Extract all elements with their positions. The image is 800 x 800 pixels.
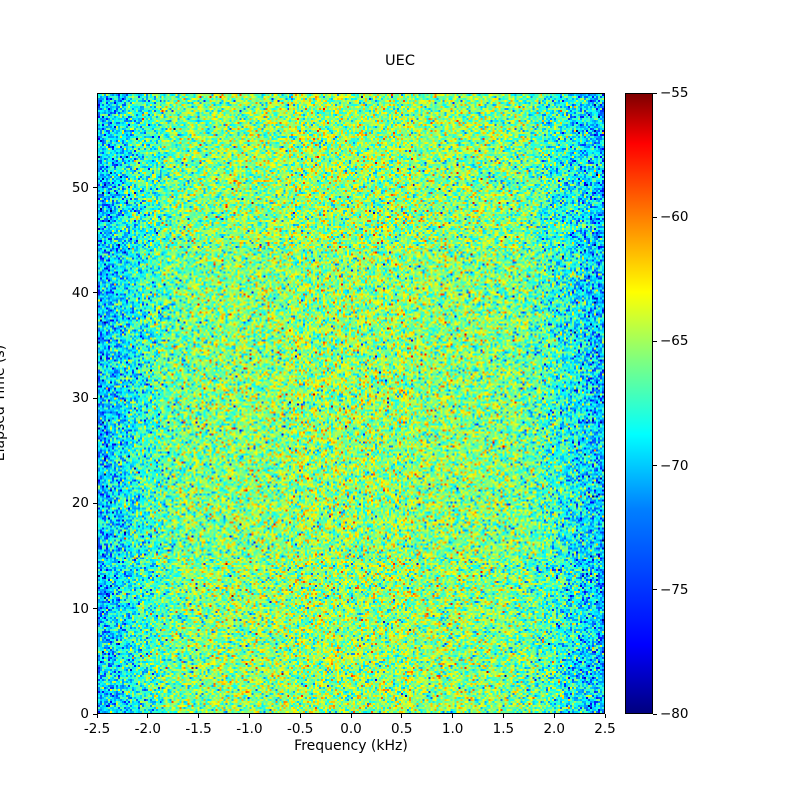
colorbar-tick-label: −75 bbox=[660, 581, 689, 598]
y-tick-mark bbox=[93, 713, 97, 715]
x-tick-mark bbox=[96, 714, 98, 718]
y-tick-mark bbox=[93, 397, 97, 399]
y-tick-mark bbox=[93, 608, 97, 610]
y-tick-mark bbox=[93, 502, 97, 504]
colorbar-tick-label: −60 bbox=[660, 209, 689, 226]
x-tick-label: 1.0 bbox=[441, 721, 464, 737]
colorbar-tick-label: −65 bbox=[660, 333, 689, 350]
x-tick-label: -1.0 bbox=[236, 721, 263, 737]
y-tick-label: 30 bbox=[71, 390, 89, 407]
colorbar-tick-mark bbox=[653, 713, 657, 715]
x-tick-mark bbox=[604, 714, 606, 718]
colorbar-tick-label: −80 bbox=[660, 706, 689, 722]
colorbar-tick-label: −70 bbox=[660, 457, 689, 474]
x-tick-mark bbox=[198, 714, 200, 718]
x-tick-label: 0.5 bbox=[391, 721, 413, 737]
colorbar-tick-label: −55 bbox=[660, 85, 689, 101]
spectrogram-image bbox=[98, 94, 604, 713]
colorbar-tick-mark bbox=[653, 589, 657, 591]
x-tick-label: 2.5 bbox=[594, 721, 616, 737]
colorbar-gradient bbox=[626, 94, 652, 713]
x-tick-label: 1.5 bbox=[492, 721, 515, 737]
x-axis-label: Frequency (kHz) bbox=[294, 738, 408, 754]
x-tick-label: -2.5 bbox=[83, 721, 111, 737]
x-tick-label: -2.0 bbox=[134, 721, 161, 737]
y-tick-label: 0 bbox=[80, 706, 89, 722]
colorbar-tick-mark bbox=[653, 340, 657, 342]
y-tick-label: 50 bbox=[71, 179, 89, 196]
y-tick-mark bbox=[93, 292, 97, 294]
spectrogram-plot bbox=[97, 93, 605, 714]
x-tick-mark bbox=[502, 714, 504, 718]
y-tick-label: 10 bbox=[71, 600, 89, 617]
x-tick-label: -1.5 bbox=[185, 721, 212, 737]
x-tick-label: 0.0 bbox=[340, 721, 362, 737]
x-tick-label: 2.0 bbox=[543, 721, 565, 737]
x-tick-mark bbox=[299, 714, 301, 718]
title-station-name: UEC bbox=[385, 53, 415, 70]
x-tick-mark bbox=[452, 714, 454, 718]
y-axis-label: Elapsed Time (s) bbox=[0, 344, 8, 462]
colorbar bbox=[625, 93, 653, 714]
colorbar-tick-mark bbox=[653, 465, 657, 467]
y-tick-label: 40 bbox=[71, 284, 89, 301]
y-tick-label: 20 bbox=[71, 495, 89, 512]
y-tick-mark bbox=[93, 187, 97, 189]
x-tick-mark bbox=[147, 714, 149, 718]
x-tick-mark bbox=[401, 714, 403, 718]
colorbar-tick-mark bbox=[653, 92, 657, 94]
x-tick-mark bbox=[350, 714, 352, 718]
colorbar-tick-mark bbox=[653, 216, 657, 218]
x-tick-label: -0.5 bbox=[287, 721, 314, 737]
x-tick-mark bbox=[553, 714, 555, 718]
x-tick-mark bbox=[248, 714, 250, 718]
